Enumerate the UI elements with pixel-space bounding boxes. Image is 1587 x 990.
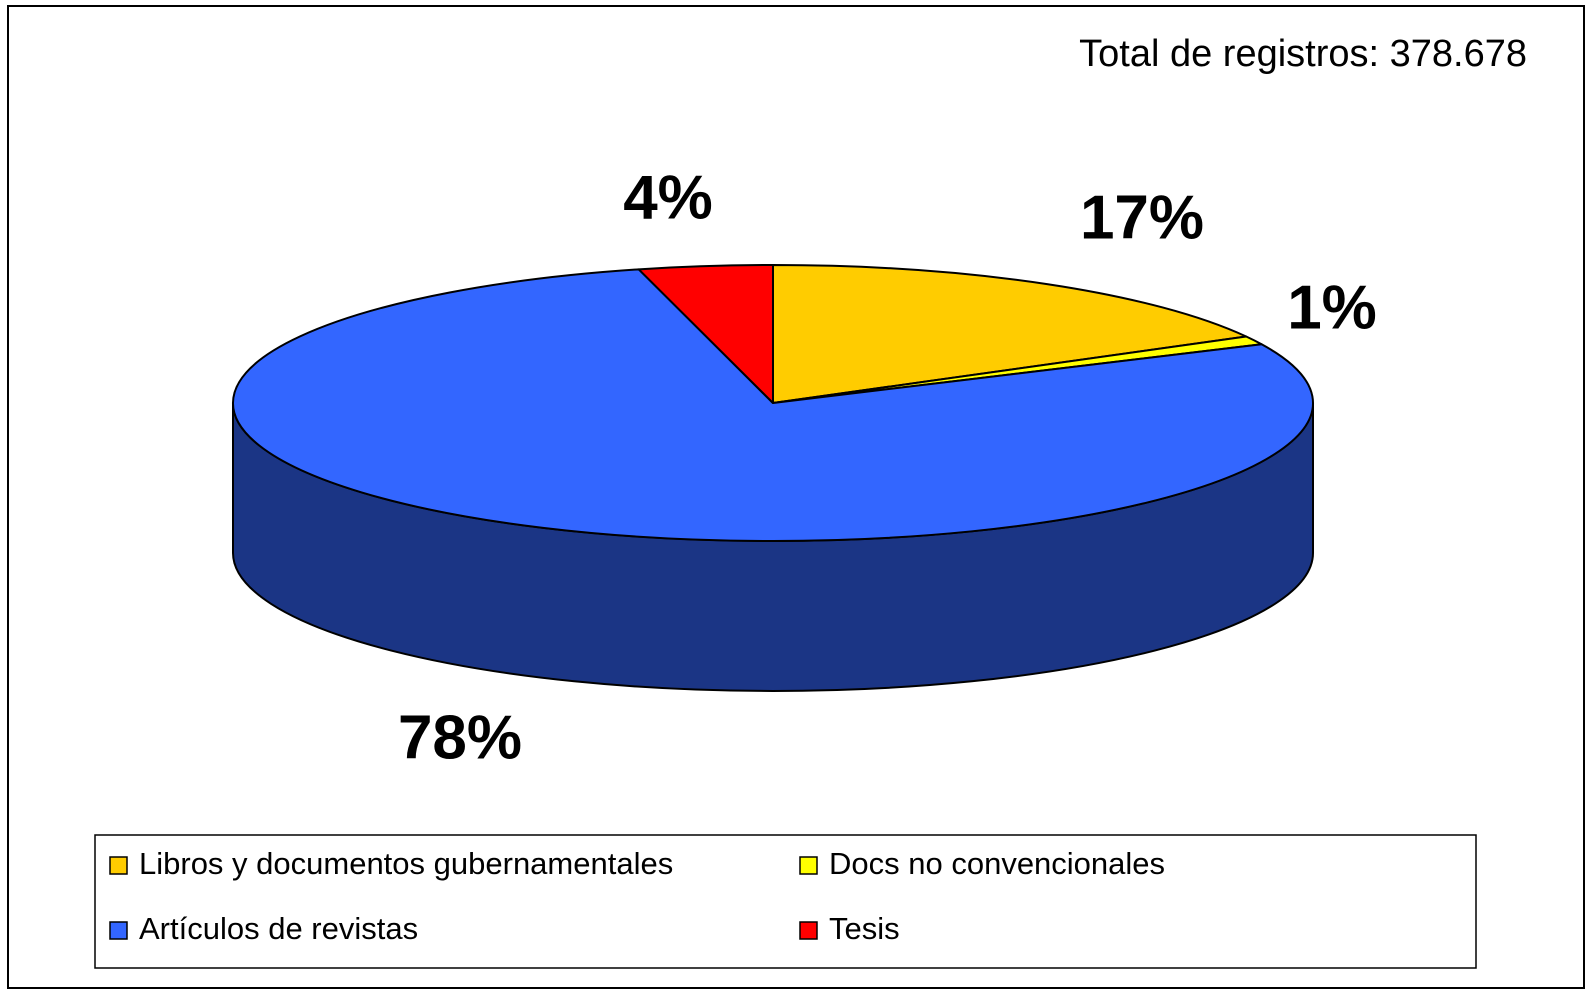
slice xyxy=(772,264,1248,404)
legend-label: Tesis xyxy=(829,911,900,946)
legend-swatch xyxy=(799,856,818,875)
legend-label: Libros y documentos gubernamentales xyxy=(139,846,673,881)
annotation: Total de registros: 378.678 xyxy=(1079,33,1527,75)
legend-label: Docs no convencionales xyxy=(829,846,1165,881)
legend-label: Artículos de revistas xyxy=(139,911,418,946)
data-label: 17% xyxy=(1080,183,1204,252)
data-label: 4% xyxy=(623,163,713,232)
slice xyxy=(637,264,774,404)
slice xyxy=(232,268,1314,542)
legend-swatch xyxy=(109,921,128,940)
data-label: 1% xyxy=(1287,273,1377,342)
legend-swatch xyxy=(109,856,128,875)
legend-box xyxy=(94,834,1477,969)
data-label: 78% xyxy=(398,703,522,772)
legend-swatch xyxy=(799,921,818,940)
